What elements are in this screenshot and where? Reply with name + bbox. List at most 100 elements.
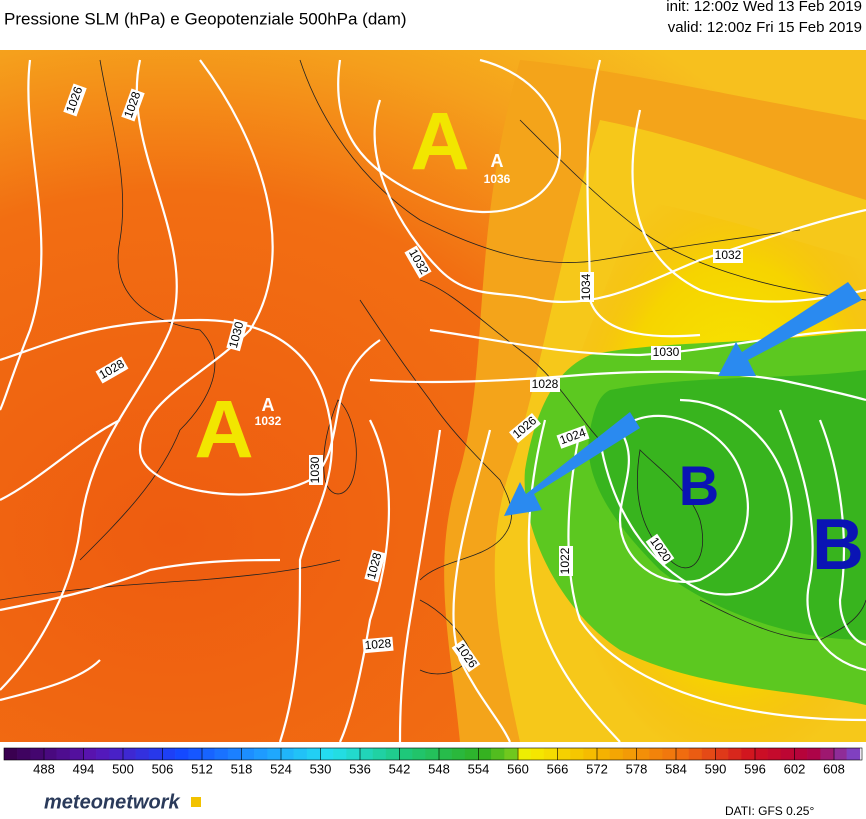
isobar-label: 1028 [362, 636, 394, 654]
colorbar-label: 548 [428, 761, 450, 776]
colorbar-swatch [241, 748, 255, 760]
isobar-label-box [121, 88, 145, 122]
isobar-label-text: 1028 [532, 377, 559, 391]
colorbar-swatch [280, 748, 294, 760]
colorbar-frame [3, 747, 863, 761]
title: Pressione SLM (hPa) e Geopotenziale 500h… [4, 9, 407, 28]
colorbar-label: 566 [547, 761, 569, 776]
colorbar-swatch [780, 748, 795, 760]
colorbar-label: 506 [152, 761, 174, 776]
colorbar-swatch [83, 748, 97, 760]
colorbar-swatch [649, 748, 663, 760]
colorbar-swatch [320, 748, 334, 760]
colorbar-swatch [846, 748, 861, 760]
colorbar-swatch [622, 748, 637, 760]
colorbar-swatch [135, 748, 150, 760]
colorbar-swatch [767, 748, 782, 760]
isobar-label-text: 1028 [364, 636, 392, 652]
isobars [0, 58, 866, 742]
colorbar-label: 530 [310, 761, 332, 776]
colorbar-label: 488 [33, 761, 55, 776]
colorbar-swatch [451, 748, 466, 760]
colorbar-swatch [30, 748, 44, 760]
colorbar-swatch [543, 748, 558, 760]
center-value: 1036 [484, 172, 511, 186]
isobar-label: 1030 [226, 318, 248, 352]
isobar-label-box [556, 425, 590, 449]
isobar-label-box [530, 378, 560, 392]
center-letter: A [194, 385, 253, 476]
colorbar-swatch [372, 748, 387, 760]
colorbar-swatch [504, 748, 518, 760]
center-small-letter: A [262, 395, 275, 415]
colorbar-label: 602 [784, 761, 806, 776]
colorbar-swatch [412, 748, 426, 760]
colorbar-swatch [227, 748, 242, 760]
colorbar-swatch [701, 748, 716, 760]
colorbar-swatch [820, 748, 834, 760]
colorbar-swatch [438, 748, 452, 760]
colorbar-swatch [201, 748, 215, 760]
colorbar-swatch [807, 748, 821, 760]
colorbar-swatch [69, 748, 84, 760]
colorbar-swatch [583, 748, 597, 760]
isobar-label: 1030 [308, 455, 323, 485]
isobar-label-box [509, 412, 541, 444]
colorbar-label: 524 [270, 761, 292, 776]
colorbar-label: 554 [468, 761, 490, 776]
isobar-label-box [404, 245, 432, 279]
colorbar-swatch [833, 748, 847, 760]
colorbar-swatch [17, 748, 31, 760]
arrow [504, 412, 640, 516]
colorbar-swatch [267, 748, 281, 760]
colorbar-label: 536 [349, 761, 371, 776]
colorbar-swatch [662, 748, 676, 760]
isobar-label-box [451, 639, 481, 673]
colorbar-swatch [109, 748, 123, 760]
isobar-label-box [95, 356, 129, 384]
colorbar-swatch [293, 748, 308, 760]
colorbar-label: 542 [389, 761, 411, 776]
colorbar-swatch [385, 748, 400, 760]
isobar-label-box [580, 272, 594, 302]
colorbar-label: 578 [626, 761, 648, 776]
colorbar-label: 590 [705, 761, 727, 776]
colorbar-swatch [96, 748, 110, 760]
isobar-label-box [713, 249, 743, 263]
colorbar-swatch [43, 748, 57, 760]
colorbar-swatch [517, 748, 531, 760]
colorbar-swatch [148, 748, 163, 760]
colorbar-swatch [688, 748, 703, 760]
colorbar-swatch [399, 748, 413, 760]
isobar-label: 1030 [651, 345, 681, 360]
colorbar-label: 512 [191, 761, 213, 776]
isobar-label: 1028 [364, 549, 386, 583]
colorbar-swatch [557, 748, 571, 760]
center-letter: B [812, 505, 864, 585]
colorbar-swatch [675, 748, 689, 760]
isobar-label-text: 1030 [308, 456, 322, 483]
colorbar-swatch [794, 748, 808, 760]
colorbar-swatch [570, 748, 584, 760]
center-small-letter: A [491, 151, 504, 171]
colorbar-swatch [346, 748, 360, 760]
isobar-label-box [226, 318, 248, 352]
colorbar-swatch [754, 748, 768, 760]
colorbar-label: 596 [744, 761, 766, 776]
isobar-label-box [362, 636, 394, 654]
colorbar-swatch [122, 748, 136, 760]
colorbar-swatch [609, 748, 624, 760]
colorbar: 488 494 500 506 512 518 524 530 536 542 548 554 560 5… [3, 747, 863, 776]
isobar-label-text: 1034 [579, 273, 593, 300]
colorbar-swatch [214, 748, 229, 760]
isobar-label-text: 1032 [715, 248, 742, 262]
isobar-label-text: 1030 [653, 345, 680, 359]
colorbar-swatch [56, 748, 71, 760]
arrow [718, 282, 862, 376]
colorbar-swatch [728, 748, 742, 760]
colorbar-label: 560 [507, 761, 529, 776]
colorbar-label: 518 [231, 761, 253, 776]
isobar-label-text: 1030 [226, 320, 247, 350]
colorbar-swatch [530, 748, 545, 760]
